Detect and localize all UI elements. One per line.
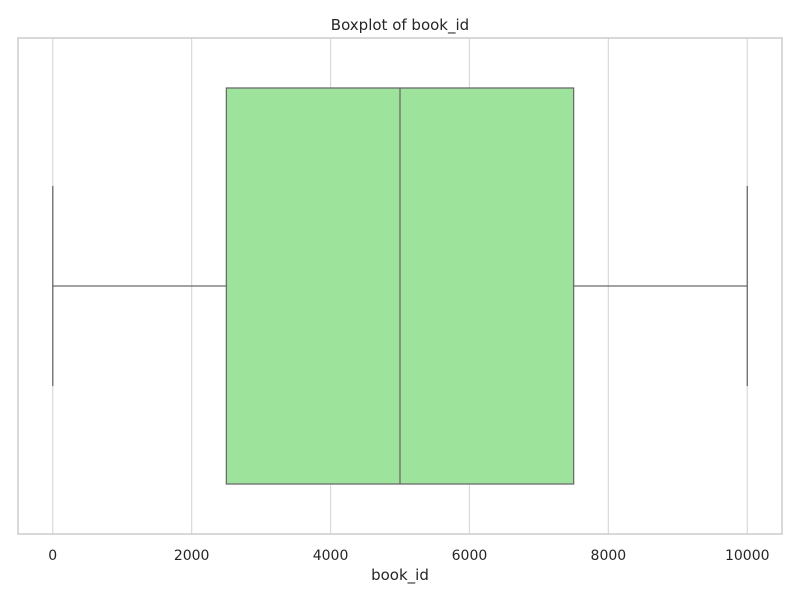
x-axis-label: book_id	[371, 566, 429, 585]
chart-title: Boxplot of book_id	[331, 16, 469, 35]
x-tick-label-6000: 6000	[452, 548, 488, 564]
box-group	[52, 87, 748, 485]
x-tick-labels: 0 2000 4000 6000 8000 10000	[48, 548, 769, 564]
x-tick-label-4000: 4000	[313, 548, 349, 564]
plot-frame	[17, 37, 783, 535]
x-tick-label-0: 0	[48, 548, 57, 564]
x-tick-label-10000: 10000	[725, 548, 770, 564]
x-tick-label-8000: 8000	[591, 548, 627, 564]
x-tick-label-2000: 2000	[174, 548, 210, 564]
